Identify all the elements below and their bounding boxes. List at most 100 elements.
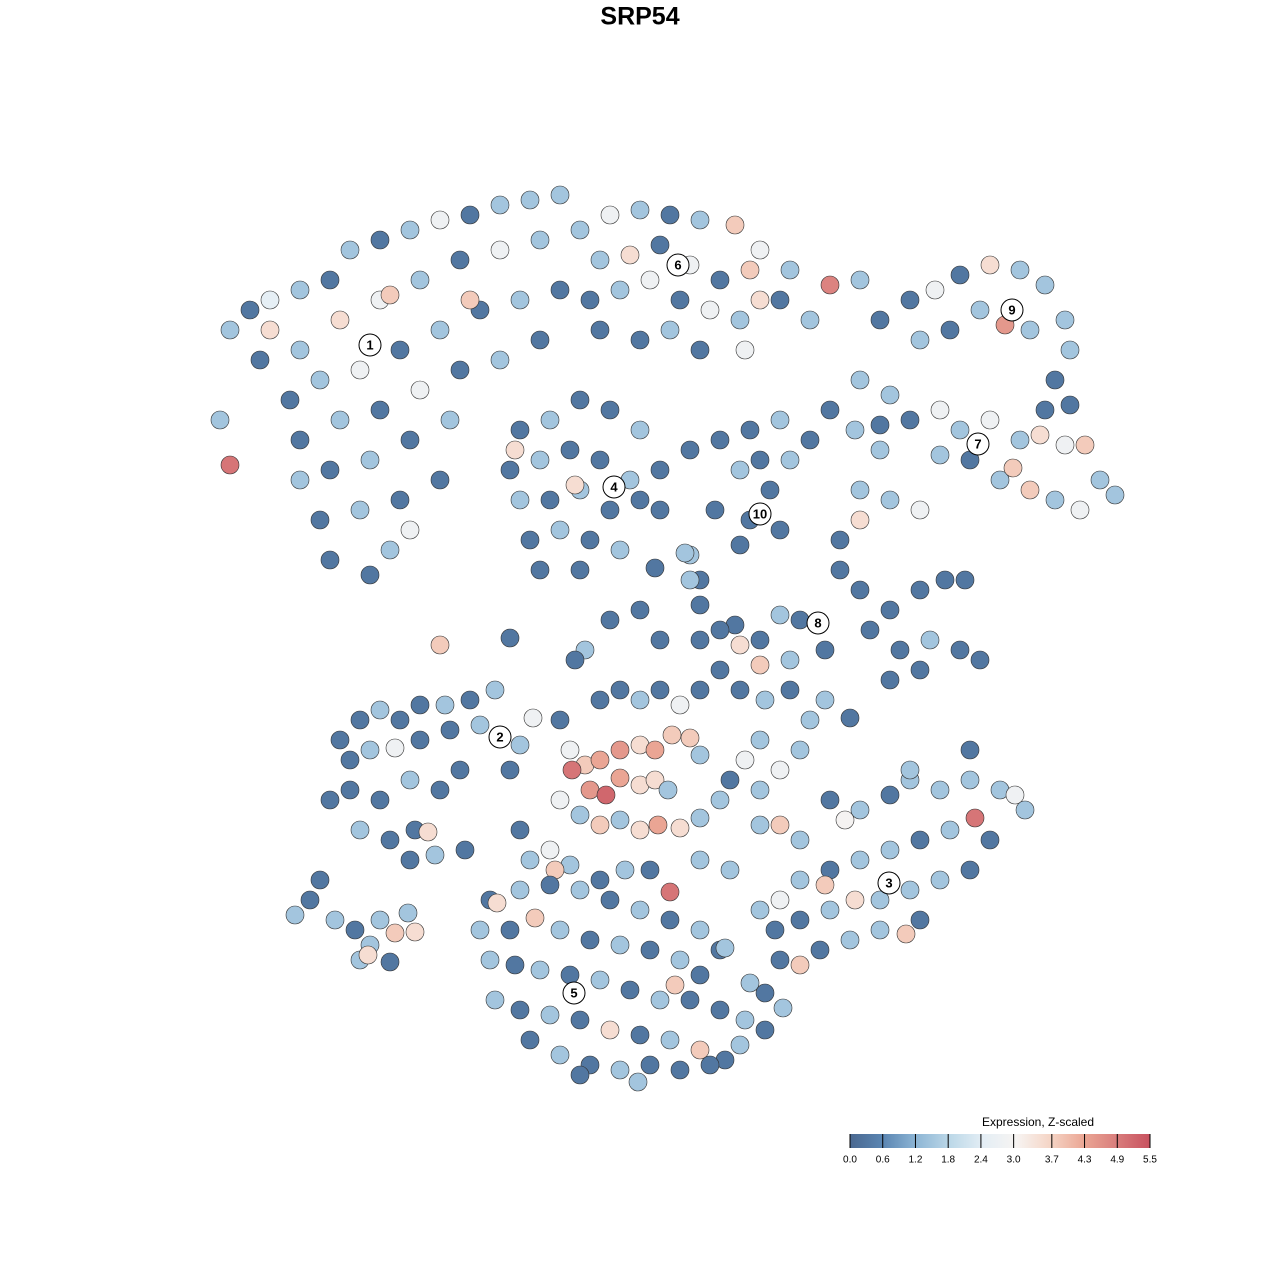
point (650, 990, 670, 1010)
point (310, 870, 330, 890)
point (505, 955, 525, 975)
point (565, 475, 585, 495)
point (730, 680, 750, 700)
point (820, 900, 840, 920)
point (596, 785, 616, 805)
point (880, 600, 900, 620)
point (358, 945, 378, 965)
point (565, 650, 585, 670)
point (670, 695, 690, 715)
colorbar-tick-label: 1.8 (941, 1155, 955, 1166)
point (400, 220, 420, 240)
colorbar-tick-label: 3.0 (1007, 1155, 1021, 1166)
point (380, 285, 400, 305)
point (690, 745, 710, 765)
point (1003, 458, 1023, 478)
point (540, 875, 560, 895)
point (790, 910, 810, 930)
point (370, 910, 390, 930)
point (662, 725, 682, 745)
colorbar-title: Expression, Z-scaled (982, 1115, 1094, 1129)
point (970, 300, 990, 320)
point (340, 240, 360, 260)
point (690, 680, 710, 700)
point (1005, 785, 1025, 805)
point (320, 550, 340, 570)
point (500, 628, 520, 648)
point (870, 890, 890, 910)
point (680, 728, 700, 748)
point (460, 690, 480, 710)
point (660, 205, 680, 225)
point (330, 730, 350, 750)
point (800, 310, 820, 330)
point (940, 320, 960, 340)
point (510, 420, 530, 440)
colorbar-ticks: 0.0 0.6 1.2 1.8 2.4 3.0 3.7 4.3 4.9 5.5 (843, 1134, 1157, 1166)
point (610, 540, 630, 560)
point (675, 543, 695, 563)
point (450, 360, 470, 380)
point (510, 490, 530, 510)
point (925, 280, 945, 300)
point (910, 580, 930, 600)
colorbar-tick-label: 2.4 (974, 1155, 988, 1166)
point (830, 530, 850, 550)
point (750, 780, 770, 800)
point (570, 390, 590, 410)
point (750, 630, 770, 650)
point (430, 635, 450, 655)
point (880, 385, 900, 405)
point (730, 460, 750, 480)
point (670, 290, 690, 310)
point (870, 415, 890, 435)
point (980, 410, 1000, 430)
point (410, 695, 430, 715)
point (615, 860, 635, 880)
point (640, 1055, 660, 1075)
cluster-marker (602, 475, 626, 499)
point (815, 875, 835, 895)
point (540, 840, 560, 860)
point (620, 980, 640, 1000)
point (880, 490, 900, 510)
point (350, 820, 370, 840)
point (650, 235, 670, 255)
point (600, 205, 620, 225)
point (385, 923, 405, 943)
point (530, 230, 550, 250)
point (930, 400, 950, 420)
point (1055, 435, 1075, 455)
point (665, 975, 685, 995)
point (250, 350, 270, 370)
point (820, 790, 840, 810)
cluster-label: 3 (885, 875, 892, 890)
point (720, 770, 740, 790)
point (670, 950, 690, 970)
point (630, 1025, 650, 1045)
point (850, 370, 870, 390)
point (1105, 485, 1125, 505)
point (910, 330, 930, 350)
point (370, 230, 390, 250)
point (660, 910, 680, 930)
colorbar-tick-label: 5.5 (1143, 1155, 1157, 1166)
point (700, 1055, 720, 1075)
point (350, 360, 370, 380)
point (660, 1030, 680, 1050)
point (530, 330, 550, 350)
point (750, 240, 770, 260)
point (630, 330, 650, 350)
point (630, 490, 650, 510)
point (810, 940, 830, 960)
point (610, 1060, 630, 1080)
point (840, 930, 860, 950)
point (1020, 320, 1040, 340)
point (750, 900, 770, 920)
point (658, 780, 678, 800)
point (770, 890, 790, 910)
point (405, 922, 425, 942)
point (450, 760, 470, 780)
point (410, 730, 430, 750)
point (310, 510, 330, 530)
